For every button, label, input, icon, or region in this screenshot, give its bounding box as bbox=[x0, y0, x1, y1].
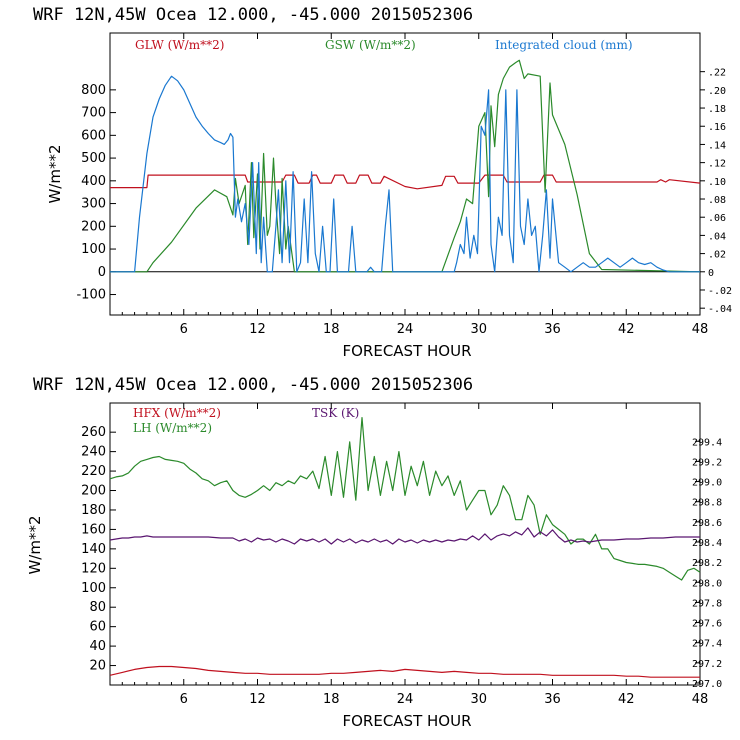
chart-1-ytick-label: 400 bbox=[81, 174, 106, 189]
chart-1-rtick-label: .10 bbox=[708, 177, 726, 188]
chart-2-xtick-label: 36 bbox=[544, 692, 561, 707]
chart-1-xtick-label: 30 bbox=[470, 322, 487, 337]
chart-1-ytick-label: 700 bbox=[81, 106, 106, 121]
chart-1-rtick-label: .14 bbox=[708, 140, 726, 151]
chart-1-plot: 6 12 18 24 30 36 42 48 -100 0 100 200 300 400 500 600 70… bbox=[76, 32, 732, 337]
chart-2-rtick-label: 297.2 bbox=[692, 659, 722, 670]
chart-2-rtick-label: 298.8 bbox=[692, 498, 722, 509]
chart-2-rtick-label: 299.2 bbox=[692, 457, 722, 468]
chart-2-series-tsk-line bbox=[109, 527, 700, 545]
chart-2-ytick-label: 120 bbox=[81, 561, 106, 576]
chart-2-rtick-label: 299.4 bbox=[692, 437, 722, 448]
chart-1-xtick-label: 24 bbox=[397, 322, 414, 337]
chart-2-series-hfx-line bbox=[109, 665, 700, 678]
chart-1-rtick-label: 0 bbox=[708, 268, 714, 279]
chart-2-ytick-label: 140 bbox=[81, 542, 106, 557]
chart-2-header: WRF 12N,45W Ocea 12.000, -45.000 2015052… bbox=[33, 375, 473, 395]
chart-1-legend-gsw: GSW (W/m**2) bbox=[325, 38, 416, 52]
chart-2-legend-hfx: HFX (W/m**2) bbox=[133, 406, 221, 420]
chart-1-rtick-label: .02 bbox=[708, 250, 726, 261]
chart-2-ytick-label: 20 bbox=[89, 659, 106, 674]
chart-2-rtick-label: 298.0 bbox=[692, 578, 722, 589]
chart-2-plot: 6 12 18 24 30 36 42 48 20 40 60 80 100 120 140 160 180 20… bbox=[81, 402, 722, 707]
chart-1-ytick-label: -100 bbox=[76, 288, 106, 303]
chart-2-rtick-label: 298.2 bbox=[692, 558, 722, 569]
chart-2-frame bbox=[109, 402, 701, 686]
chart-2-ytick-label: 160 bbox=[81, 522, 106, 537]
chart-1-ytick-label: 100 bbox=[81, 242, 106, 257]
chart-2-legend-tsk: TSK (K) bbox=[312, 406, 359, 420]
chart-1-header: WRF 12N,45W Ocea 12.000, -45.000 2015052… bbox=[33, 5, 473, 25]
chart-2-ytick-label: 220 bbox=[81, 464, 106, 479]
chart-2-xtick-label: 30 bbox=[470, 692, 487, 707]
chart-2-xtick-label: 42 bbox=[618, 692, 635, 707]
chart-1-xtick-label: 48 bbox=[692, 322, 709, 337]
chart-2-rtick-label: 297.8 bbox=[692, 598, 722, 609]
chart-2-ytick-label: 240 bbox=[81, 445, 106, 460]
chart-2-ytick-label: 80 bbox=[89, 600, 106, 615]
chart-1-ytick-label: 600 bbox=[81, 128, 106, 143]
chart-1-ytick-label: 200 bbox=[81, 219, 106, 234]
chart-1-xtick-label: 18 bbox=[323, 322, 340, 337]
chart-2-xlabel: FORECAST HOUR bbox=[342, 712, 471, 730]
chart-1-xtick-label: 12 bbox=[249, 322, 266, 337]
chart-1-rtick-label: .12 bbox=[708, 159, 726, 170]
chart-1-xtick-label: 6 bbox=[180, 322, 188, 337]
chart-1-ytick-label: 500 bbox=[81, 151, 106, 166]
chart-1-ytick-label: 0 bbox=[98, 265, 106, 280]
chart-2-ylabel: W/m**2 bbox=[26, 515, 44, 574]
chart-2-ytick-label: 60 bbox=[89, 620, 106, 635]
chart-1-ytick-label: 300 bbox=[81, 197, 106, 212]
chart-2-legend-lh: LH (W/m**2) bbox=[133, 421, 212, 435]
chart-1-rtick-label: .16 bbox=[708, 122, 726, 133]
chart-2-rtick-label: 297.6 bbox=[692, 619, 722, 630]
chart-1-xlabel: FORECAST HOUR bbox=[342, 342, 471, 360]
chart-2-ytick-label: 180 bbox=[81, 503, 106, 518]
chart-1-rtick-label: .18 bbox=[708, 104, 726, 115]
chart-2-series-lh-line bbox=[109, 417, 701, 581]
chart-2-rtick-label: 297.4 bbox=[692, 639, 722, 650]
chart-1-frame bbox=[109, 32, 701, 316]
chart-1-rtick-label: .20 bbox=[708, 86, 726, 97]
chart-2-xtick-label: 48 bbox=[692, 692, 709, 707]
chart-2-rtick-label: 299.0 bbox=[692, 478, 722, 489]
chart-2-ytick-label: 40 bbox=[89, 639, 106, 654]
chart-2-rtick-label: 298.4 bbox=[692, 538, 722, 549]
chart-2-ytick-label: 200 bbox=[81, 484, 106, 499]
chart-1-rtick-label: .04 bbox=[708, 231, 726, 242]
chart-1-ytick-label: 800 bbox=[81, 83, 106, 98]
chart-2-rtick-label: 298.6 bbox=[692, 518, 722, 529]
chart-2-xtick-label: 24 bbox=[397, 692, 414, 707]
chart-1-legend-glw: GLW (W/m**2) bbox=[135, 38, 224, 52]
chart-1-xtick-label: 42 bbox=[618, 322, 635, 337]
chart-2-rtick-label: 297.0 bbox=[692, 679, 722, 690]
chart-1-series-glw-line bbox=[110, 174, 701, 190]
chart-1-legend-cloud: Integrated cloud (mm) bbox=[495, 38, 633, 52]
chart-1-rtick-label: .08 bbox=[708, 195, 726, 206]
chart-1-rtick-label: -.02 bbox=[708, 286, 732, 297]
chart-2-xtick-label: 6 bbox=[180, 692, 188, 707]
chart-1-rtick-label: -.04 bbox=[708, 304, 732, 315]
chart-1-rtick-label: .06 bbox=[708, 213, 726, 224]
chart-1-xtick-label: 36 bbox=[544, 322, 561, 337]
chart-1-series-gsw-line bbox=[110, 59, 701, 273]
chart-2-xtick-label: 12 bbox=[249, 692, 266, 707]
chart-1-series-integrated-line bbox=[110, 75, 700, 273]
chart-2-xtick-label: 18 bbox=[323, 692, 340, 707]
chart-1-rtick-label: .22 bbox=[708, 68, 726, 79]
chart-2-ytick-label: 100 bbox=[81, 581, 106, 596]
chart-1-ylabel: W/m**2 bbox=[46, 144, 64, 203]
chart-2-ytick-label: 260 bbox=[81, 425, 106, 440]
